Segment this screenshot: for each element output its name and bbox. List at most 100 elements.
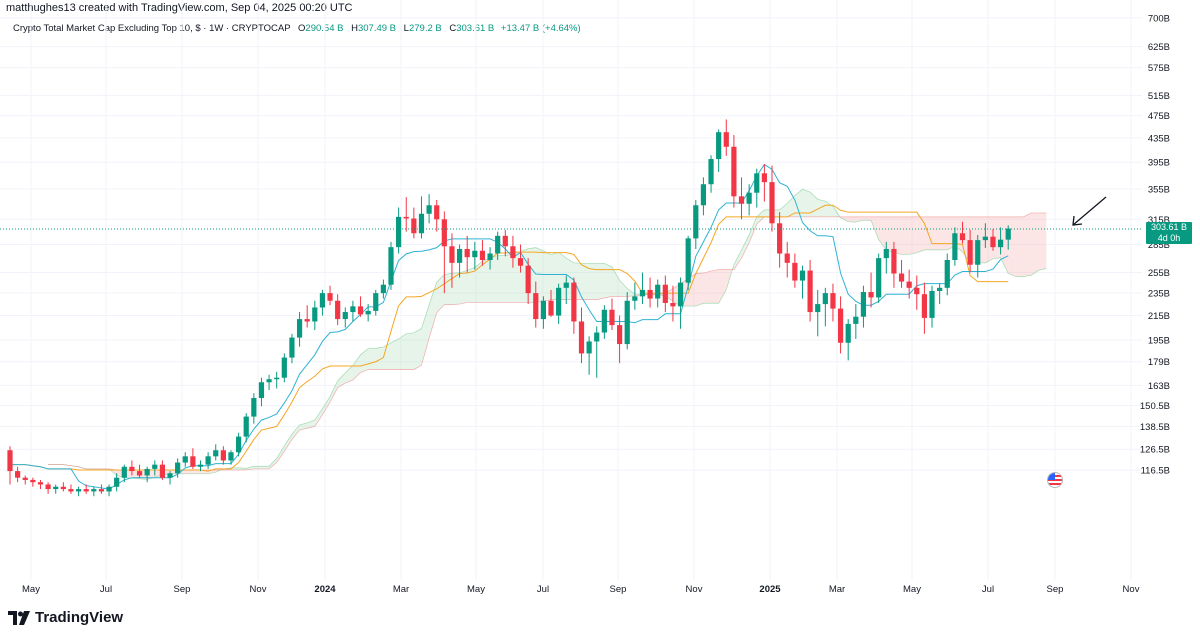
- candle-body: [670, 302, 676, 307]
- cloud-segment: [429, 282, 437, 339]
- candle: [350, 300, 356, 322]
- candle: [296, 312, 303, 347]
- cloud-segment: [467, 267, 475, 303]
- candle: [982, 223, 988, 249]
- candle: [540, 296, 546, 329]
- candle-body: [822, 293, 828, 305]
- cloud-segment: [192, 470, 201, 474]
- candle: [281, 353, 287, 383]
- cloud-segment: [794, 189, 803, 217]
- candle: [815, 289, 821, 337]
- symbol-title[interactable]: Crypto Total Market Cap Excluding Top 10…: [13, 23, 291, 34]
- candle: [159, 460, 165, 480]
- candle-body: [761, 173, 767, 183]
- candle-body: [479, 250, 486, 261]
- candle: [83, 484, 89, 494]
- candle: [548, 289, 554, 317]
- candle-body: [7, 450, 13, 472]
- candle-body: [281, 357, 287, 378]
- candle-body: [799, 270, 806, 281]
- candle-body: [868, 292, 874, 298]
- candle: [144, 466, 150, 483]
- candle-body: [967, 240, 973, 265]
- candle-body: [274, 377, 280, 380]
- candle: [746, 184, 752, 216]
- candle-body: [723, 132, 729, 147]
- cloud-segment: [1031, 212, 1039, 276]
- candle-body: [937, 287, 943, 291]
- cloud-segment: [909, 216, 917, 255]
- candle-body: [251, 398, 257, 417]
- cloud-segment: [291, 425, 300, 440]
- candle-body: [906, 281, 912, 288]
- candle: [792, 253, 798, 288]
- candle-body: [45, 484, 51, 490]
- candle: [578, 307, 585, 364]
- us-flag-icon[interactable]: [1047, 472, 1063, 488]
- price-tick-label: 515B: [1148, 91, 1170, 102]
- candle-body: [388, 247, 394, 285]
- candle-body: [197, 464, 204, 467]
- cloud-segment: [406, 332, 414, 370]
- candle-body: [777, 223, 783, 254]
- candle: [388, 241, 394, 290]
- cloud-segment: [230, 467, 239, 470]
- candle-body: [754, 173, 760, 193]
- candle-body: [426, 205, 432, 214]
- cloud-segment: [345, 365, 353, 384]
- candle: [914, 275, 920, 310]
- cloud-segment: [916, 216, 925, 253]
- candle-body: [975, 240, 981, 265]
- candle-body: [289, 337, 295, 358]
- candle: [837, 296, 844, 354]
- price-tick-label: 126.5B: [1140, 445, 1170, 456]
- candle: [517, 244, 524, 273]
- candle-body: [876, 258, 882, 298]
- candle: [777, 212, 783, 268]
- candle-body: [929, 290, 935, 318]
- candle-body: [175, 462, 181, 474]
- symbol-legend: Crypto Total Market Cap Excluding Top 10…: [13, 23, 581, 34]
- candle-body: [525, 265, 531, 294]
- candle-body: [952, 233, 958, 261]
- candle-body: [106, 486, 112, 492]
- candle-body: [144, 468, 150, 476]
- candle: [929, 285, 935, 328]
- candle: [693, 200, 699, 249]
- candle-body: [693, 205, 699, 239]
- candles: [7, 119, 1011, 497]
- candle: [883, 241, 889, 274]
- tradingview-brand[interactable]: TradingView: [8, 609, 123, 626]
- last-price-tag: 303.61 B 4d 0h: [1146, 222, 1192, 244]
- candle: [357, 296, 364, 317]
- candle: [335, 294, 341, 326]
- cloud-segment: [878, 216, 887, 250]
- candle: [799, 265, 806, 299]
- candle: [449, 233, 455, 288]
- base-line: [10, 204, 1009, 472]
- candle: [898, 260, 905, 288]
- candle: [967, 229, 973, 273]
- candle-body: [571, 282, 577, 322]
- candle: [464, 235, 470, 273]
- candle-body: [586, 341, 592, 354]
- candle: [807, 260, 813, 322]
- cloud-segment: [185, 470, 193, 474]
- candle: [220, 446, 226, 465]
- cloud-segment: [863, 216, 872, 221]
- candle-body: [91, 489, 97, 492]
- brand-name: TradingView: [35, 609, 124, 626]
- last-price-value: 303.61 B: [1150, 222, 1188, 232]
- cloud-segment: [543, 250, 552, 302]
- candle: [723, 119, 729, 156]
- cloud-segment: [901, 216, 910, 255]
- time-tick-label: May: [903, 584, 921, 595]
- cloud-segment: [261, 466, 270, 469]
- cloud-segment: [703, 271, 712, 304]
- cloud-segment: [893, 216, 902, 255]
- cloud-segment: [886, 216, 894, 253]
- candle: [213, 444, 219, 461]
- cloud-segment: [482, 257, 491, 303]
- time-tick-label: May: [467, 584, 485, 595]
